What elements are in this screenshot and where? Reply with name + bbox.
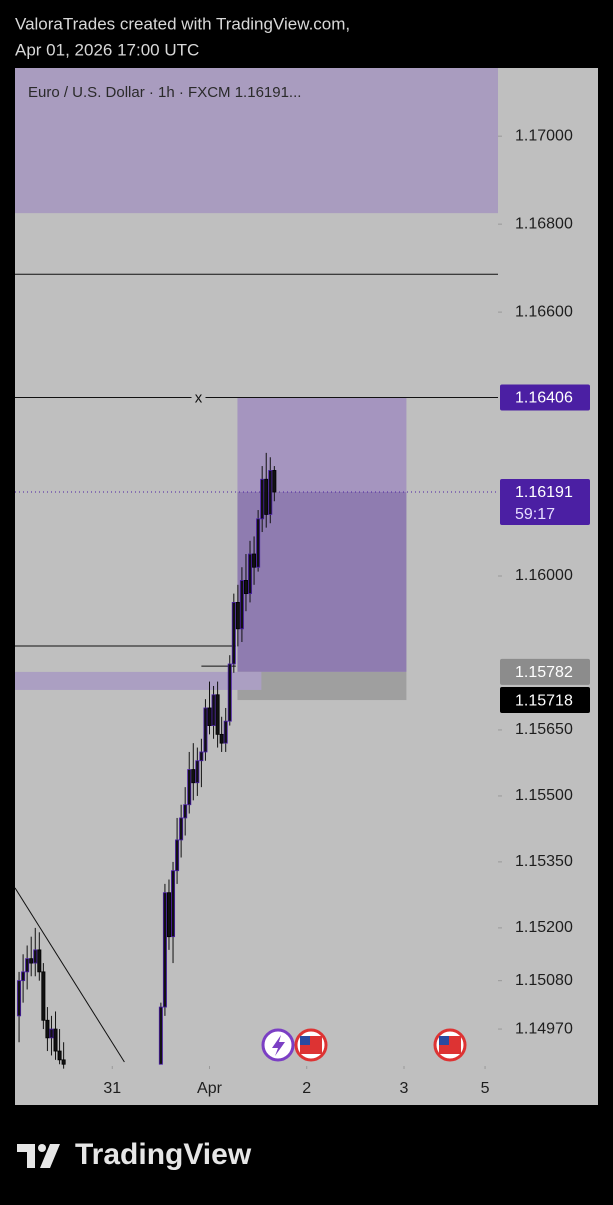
logo-dot [38,1144,46,1152]
plot: x 1.17000 1.16800 1.16600 1.16000 1.15650 1.15… [14,68,590,1097]
candle-body [215,694,220,735]
candle-body [207,707,212,726]
candle-body [41,971,46,1021]
y-tick-label: 1.15200 [515,919,573,936]
candle-body [17,980,22,1017]
candle-body [25,958,30,973]
flag-canton [300,1036,310,1045]
symbol-legend: Euro / U.S. Dollar · 1h · FXCM 1.16191..… [28,84,301,101]
candle-body [179,817,184,841]
candle-body [49,1028,54,1039]
candle-body [223,720,228,744]
candle-body [53,1028,58,1052]
candle-body [21,971,26,982]
candle-body [166,892,171,938]
x-tick-label: Apr [197,1080,223,1097]
logo-mark [40,1144,60,1168]
candle-body [158,1006,163,1065]
price-zone [237,492,407,672]
candle-body [175,839,180,872]
candle-body [227,663,232,722]
line-label-bg [191,389,206,406]
candle-body [272,470,277,493]
candle-body [61,1059,66,1065]
candle-body [191,769,196,784]
candle-body [256,518,261,568]
line-label: x [195,389,203,406]
footer-logo: TradingView [17,1138,252,1171]
footer-brand: TradingView [75,1138,252,1171]
lightning-glyph [272,1035,285,1056]
candle-body [231,602,236,665]
candle-body [57,1050,62,1061]
y-tick-label: 1.16600 [515,303,573,320]
x-tick-label: 31 [103,1080,121,1097]
candle-body [187,769,192,806]
y-tick-label: 1.16800 [515,215,573,232]
price-badge-label: 1.15782 [515,664,573,681]
price-zone [237,671,407,701]
candle-body [211,694,216,726]
candle-body [219,733,224,744]
trend-line [14,887,125,1063]
candle-body [199,751,204,762]
candle-body [33,949,38,964]
candle-body [235,602,240,630]
x-tick-label: 2 [302,1080,311,1097]
x-tick-label: 5 [481,1080,490,1097]
candle-body [248,553,253,595]
candle-body [268,470,273,515]
candle-body [203,707,208,753]
price-zone [15,671,262,690]
y-tick-label: 1.15350 [515,853,573,870]
candle-body [195,760,200,784]
price-zone [15,68,498,214]
y-tick-label: 1.16000 [515,567,573,584]
y-tick-label: 1.15080 [515,972,573,989]
candle-body [264,478,269,515]
price-countdown: 59:17 [515,506,555,523]
candle-body [171,870,176,938]
flag-canton [439,1036,449,1045]
price-badge-label: 1.16191 [515,484,573,501]
candle-body [183,804,188,819]
candle-body [260,478,265,520]
header-author: ValoraTrades created with TradingView.co… [15,14,350,33]
y-tick-label: 1.15650 [515,721,573,738]
header-date: Apr 01, 2026 17:00 UTC [15,40,199,59]
price-badge-label: 1.15718 [515,692,573,709]
y-tick-label: 1.15500 [515,787,573,804]
candle-body [45,1019,50,1039]
candle-body [239,580,244,630]
price-badge-label: 1.16406 [515,390,573,407]
logo-mark [17,1144,35,1168]
x-tick-label: 3 [400,1080,409,1097]
price-badge [500,479,590,526]
y-tick-label: 1.14970 [515,1020,573,1037]
y-tick-label: 1.17000 [515,127,573,144]
candle-body [252,553,257,568]
price-badge [500,658,590,685]
price-badge [500,384,590,411]
event-icons [261,1028,467,1062]
candle-body [243,580,248,595]
candle-body [29,958,34,964]
candle-body [37,949,42,973]
price-zone [237,397,407,493]
price-badge [500,687,590,714]
candle-body [162,892,167,1008]
